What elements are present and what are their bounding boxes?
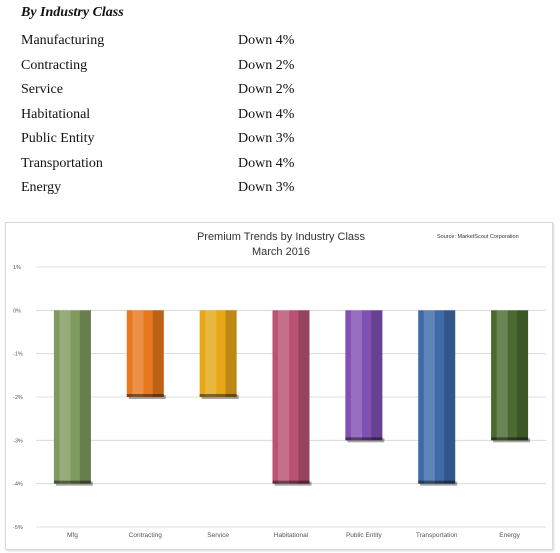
industry-row: Energy Down 3% — [21, 180, 341, 205]
y-tick-label: -5% — [13, 525, 23, 531]
industry-name: Service — [21, 82, 63, 97]
bar-shade — [225, 310, 237, 397]
y-tick-label: -2% — [13, 395, 23, 401]
industry-row: Manufacturing Down 4% — [21, 33, 341, 58]
bar-shade — [516, 310, 529, 441]
bar-shade — [152, 310, 164, 397]
bar-bottom-edge — [345, 437, 383, 441]
industry-change: Down 4% — [238, 33, 295, 48]
y-tick-label: -4% — [13, 482, 23, 488]
bar-highlight — [205, 310, 217, 397]
bar-shade — [79, 310, 91, 484]
bar-mfg — [53, 310, 91, 484]
y-tick-label: -3% — [13, 438, 23, 444]
bar-bottom-edge — [491, 437, 529, 441]
x-category-label: Mfg — [67, 532, 78, 539]
bar-bottom-edge — [53, 480, 91, 484]
industry-row: Transportation Down 4% — [21, 156, 341, 181]
industry-row: Public Entity Down 3% — [21, 131, 341, 156]
chart-subtitle: March 2016 — [252, 246, 310, 258]
industry-name: Energy — [21, 180, 62, 195]
industry-list: Manufacturing Down 4% Contracting Down 2% Se… — [21, 33, 341, 205]
bar-habitational — [272, 310, 310, 484]
industry-name: Transportation — [21, 155, 103, 171]
bar-highlight — [278, 310, 290, 484]
industry-change: Down 2% — [238, 82, 295, 97]
x-category-label: Public Entity — [346, 532, 383, 539]
y-tick-label: -1% — [13, 352, 23, 358]
bar-highlight — [423, 310, 435, 484]
x-category-label: Service — [207, 532, 229, 539]
bar-service — [199, 310, 237, 397]
bar-bottom-edge — [418, 480, 456, 484]
bar-contracting — [126, 310, 164, 397]
bar-public-entity — [345, 310, 383, 441]
bar-bottom-edge — [272, 480, 310, 484]
bar-energy — [491, 310, 529, 441]
industry-name: Public Entity — [21, 131, 95, 146]
y-tick-label: 0% — [13, 308, 21, 314]
industry-name: Contracting — [21, 57, 88, 73]
bar-transportation — [418, 310, 456, 484]
bar-highlight — [132, 310, 144, 397]
chart-title: Premium Trends by Industry Class — [197, 231, 366, 243]
bar-highlight — [350, 310, 363, 441]
industry-change: Down 4% — [238, 155, 295, 171]
section-heading: By Industry Class — [21, 5, 124, 20]
chart-source: Source: MarketScout Corporation — [437, 234, 519, 240]
bar-highlight — [59, 310, 71, 484]
label-layer: 1% 0% -1% -2% -3% -4% -5% Mfg Contracting Service… — [13, 265, 521, 539]
bar-layer — [53, 310, 531, 486]
y-tick-label: 1% — [13, 265, 21, 271]
industry-name: Habitational — [21, 106, 91, 122]
bar-shade — [371, 310, 383, 441]
industry-change: Down 3% — [238, 131, 295, 146]
chart-canvas: Premium Trends by Industry Class March 2… — [13, 231, 546, 539]
bar-highlight — [496, 310, 508, 441]
industry-row: Habitational Down 4% — [21, 107, 341, 132]
x-category-label: Contracting — [129, 532, 163, 539]
industry-change: Down 2% — [238, 57, 295, 73]
bar-shade — [298, 310, 310, 484]
bar-bottom-edge — [199, 394, 237, 397]
industry-row: Service Down 2% — [21, 82, 341, 107]
x-category-label: Transportation — [416, 532, 458, 539]
industry-change: Down 3% — [238, 180, 295, 195]
industry-name: Manufacturing — [21, 33, 105, 48]
industry-row: Contracting Down 2% — [21, 58, 341, 83]
industry-change: Down 4% — [238, 106, 295, 122]
bar-shade — [444, 310, 456, 484]
premium-trends-chart: Premium Trends by Industry Class March 2… — [5, 222, 553, 550]
bar-bottom-edge — [126, 394, 164, 397]
x-category-label: Habitational — [274, 532, 309, 539]
x-category-label: Energy — [499, 532, 520, 539]
